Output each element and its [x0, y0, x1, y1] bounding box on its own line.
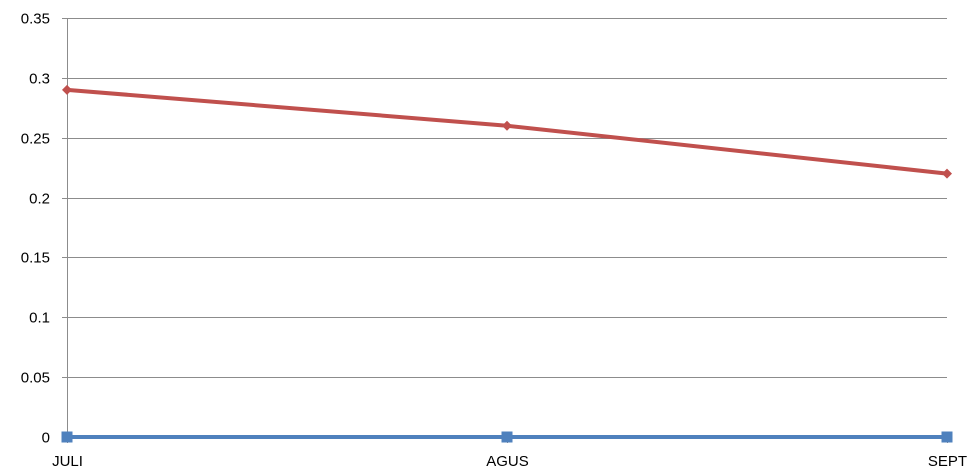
series-line [67, 90, 947, 174]
series-1 [62, 85, 952, 179]
y-axis-tick-labels: 0 0.05 0.1 0.15 0.2 0.25 0.3 0.35 [21, 11, 50, 447]
y-tick-label: 0.1 [29, 310, 50, 327]
y-tick-label: 0.15 [21, 250, 50, 267]
x-tick-label: SEPT [928, 453, 967, 470]
data-point-diamond [942, 169, 952, 179]
data-point-square [62, 432, 73, 443]
series-2 [62, 432, 953, 443]
gridlines [67, 19, 947, 378]
x-tick-label: AGUS [486, 453, 529, 470]
y-tick-label: 0 [42, 430, 50, 447]
y-tick-label: 0.2 [29, 191, 50, 208]
axes [62, 18, 948, 443]
y-tick-label: 0.35 [21, 11, 50, 28]
data-point-diamond [502, 121, 512, 131]
y-tick-label: 0.05 [21, 370, 50, 387]
y-tick-label: 0.25 [21, 131, 50, 148]
data-point-square [942, 432, 953, 443]
data-point-diamond [62, 85, 72, 95]
x-tick-label: JULI [52, 453, 83, 470]
x-axis-tick-labels: JULI AGUS SEPT [52, 453, 967, 470]
data-point-square [502, 432, 513, 443]
y-tick-label: 0.3 [29, 71, 50, 88]
